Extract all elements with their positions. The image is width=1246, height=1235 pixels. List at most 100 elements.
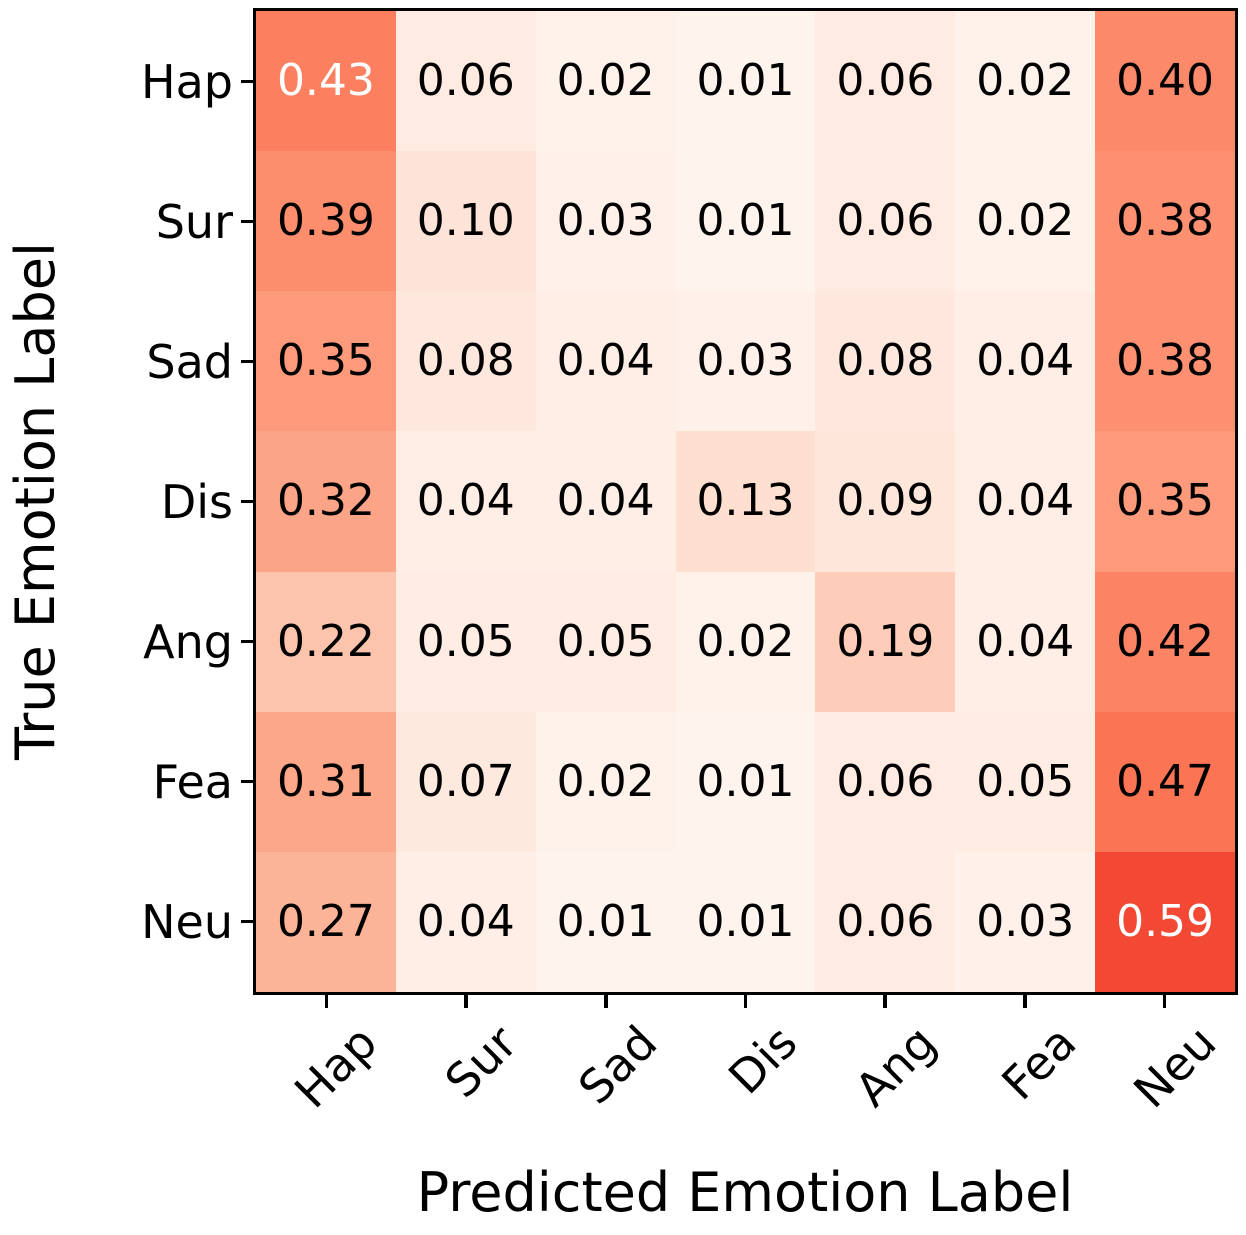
heatmap-cell-neu-sad: 0.01 [535, 851, 676, 992]
heatmap-cell-sad-dis: 0.03 [675, 291, 816, 432]
y-tick-label-sur: Sur [155, 194, 233, 249]
heatmap-cell-dis-hap: 0.32 [256, 431, 396, 572]
heatmap-cell-neu-dis: 0.01 [675, 851, 816, 992]
cell-value: 0.35 [276, 335, 375, 387]
cell-value: 0.01 [696, 55, 795, 107]
heatmap-cell-ang-dis: 0.02 [675, 571, 816, 712]
heatmap-cell-ang-ang: 0.19 [815, 571, 956, 712]
heatmap-cell-ang-sur: 0.05 [395, 571, 536, 712]
cell-value: 0.02 [976, 195, 1075, 247]
cell-value: 0.40 [1116, 55, 1215, 107]
heatmap-cell-fea-dis: 0.01 [675, 711, 816, 852]
heatmap-cell-dis-fea: 0.04 [955, 431, 1096, 572]
x-tick-label-fea: Fea [991, 1015, 1087, 1111]
cell-value: 0.04 [556, 335, 655, 387]
heatmap-cell-hap-sad: 0.02 [535, 11, 676, 152]
heatmap-cell-neu-hap: 0.27 [256, 851, 396, 992]
heatmap-cell-sur-hap: 0.39 [256, 151, 396, 292]
heatmap-cell-dis-sur: 0.04 [395, 431, 536, 572]
heatmap-cell-sad-sad: 0.04 [535, 291, 676, 432]
heatmap-cell-sur-dis: 0.01 [675, 151, 816, 292]
cell-value: 0.02 [556, 55, 655, 107]
cell-value: 0.01 [696, 755, 795, 807]
y-tick-mark [241, 359, 253, 364]
cell-value: 0.35 [1116, 475, 1215, 527]
y-tick-label-hap: Hap [141, 54, 233, 109]
cell-value: 0.02 [556, 755, 655, 807]
cell-value: 0.43 [276, 55, 375, 107]
cell-value: 0.38 [1116, 195, 1215, 247]
heatmap-cell-fea-sur: 0.07 [395, 711, 536, 852]
cell-value: 0.59 [1116, 895, 1215, 947]
heatmap-cell-sur-sur: 0.10 [395, 151, 536, 292]
cell-value: 0.04 [976, 475, 1075, 527]
heatmap-cell-sad-neu: 0.38 [1095, 291, 1235, 432]
cell-value: 0.06 [836, 755, 935, 807]
cell-value: 0.04 [976, 335, 1075, 387]
cell-value: 0.04 [416, 475, 515, 527]
y-tick-mark [241, 919, 253, 924]
cell-value: 0.07 [416, 755, 515, 807]
heatmap-cell-fea-fea: 0.05 [955, 711, 1096, 852]
cell-value: 0.04 [416, 895, 515, 947]
heatmap-cell-ang-neu: 0.42 [1095, 571, 1235, 712]
y-tick-mark [241, 499, 253, 504]
x-tick-mark [324, 995, 329, 1008]
y-tick-label-sad: Sad [146, 334, 233, 389]
cell-value: 0.27 [276, 895, 375, 947]
heatmap-cell-ang-hap: 0.22 [256, 571, 396, 712]
heatmap-cell-hap-dis: 0.01 [675, 11, 816, 152]
heatmap-cell-sad-hap: 0.35 [256, 291, 396, 432]
cell-value: 0.38 [1116, 335, 1215, 387]
heatmap-cell-neu-fea: 0.03 [955, 851, 1096, 992]
cell-value: 0.01 [696, 895, 795, 947]
cell-value: 0.01 [696, 195, 795, 247]
heatmap-cell-sad-fea: 0.04 [955, 291, 1096, 432]
cell-value: 0.32 [276, 475, 375, 527]
heatmap-cell-dis-sad: 0.04 [535, 431, 676, 572]
x-axis-title: Predicted Emotion Label [416, 1161, 1074, 1224]
x-tick-label-neu: Neu [1122, 1015, 1226, 1119]
y-tick-label-fea: Fea [152, 754, 233, 809]
heatmap-cell-ang-sad: 0.05 [535, 571, 676, 712]
cell-value: 0.01 [556, 895, 655, 947]
cell-value: 0.09 [836, 475, 935, 527]
x-tick-mark [464, 995, 468, 1008]
cell-value: 0.10 [416, 195, 515, 247]
heatmap-cell-sur-ang: 0.06 [815, 151, 956, 292]
cell-value: 0.05 [556, 615, 655, 667]
heatmap-cell-dis-ang: 0.09 [815, 431, 956, 572]
cell-value: 0.03 [976, 895, 1075, 947]
cell-value: 0.06 [836, 55, 935, 107]
x-tick-label-dis: Dis [717, 1015, 807, 1105]
cell-value: 0.08 [416, 335, 515, 387]
heatmap-cell-hap-neu: 0.40 [1095, 11, 1235, 152]
y-tick-label-dis: Dis [160, 474, 233, 529]
x-tick-mark [883, 995, 887, 1008]
heatmap-cell-fea-neu: 0.47 [1095, 711, 1235, 852]
cell-value: 0.03 [696, 335, 795, 387]
heatmap-cell-neu-ang: 0.06 [815, 851, 956, 992]
heatmap-cell-fea-hap: 0.31 [256, 711, 396, 852]
x-tick-label-hap: Hap [284, 1015, 388, 1119]
cell-value: 0.04 [556, 475, 655, 527]
cell-value: 0.06 [836, 895, 935, 947]
heatmap-plot-area: 0.43 0.06 0.02 0.01 0.06 0.02 0.40 0.39 0.10 0.03… [253, 8, 1238, 995]
cell-value: 0.04 [976, 615, 1075, 667]
x-tick-label-sur: Sur [434, 1015, 528, 1108]
x-tick-label-ang: Ang [844, 1015, 947, 1117]
x-tick-mark [604, 995, 608, 1008]
cell-value: 0.03 [556, 195, 655, 247]
cell-value: 0.02 [976, 55, 1075, 107]
cell-value: 0.05 [976, 755, 1075, 807]
heatmap-cell-neu-sur: 0.04 [395, 851, 536, 992]
heatmap-cell-hap-hap: 0.43 [256, 11, 396, 152]
cell-value: 0.05 [416, 615, 515, 667]
cell-value: 0.31 [276, 755, 375, 807]
heatmap-cell-fea-sad: 0.02 [535, 711, 676, 852]
heatmap-cell-ang-fea: 0.04 [955, 571, 1096, 712]
heatmap-cell-hap-sur: 0.06 [395, 11, 536, 152]
heatmap-cell-sur-neu: 0.38 [1095, 151, 1235, 292]
y-tick-mark [241, 779, 253, 784]
